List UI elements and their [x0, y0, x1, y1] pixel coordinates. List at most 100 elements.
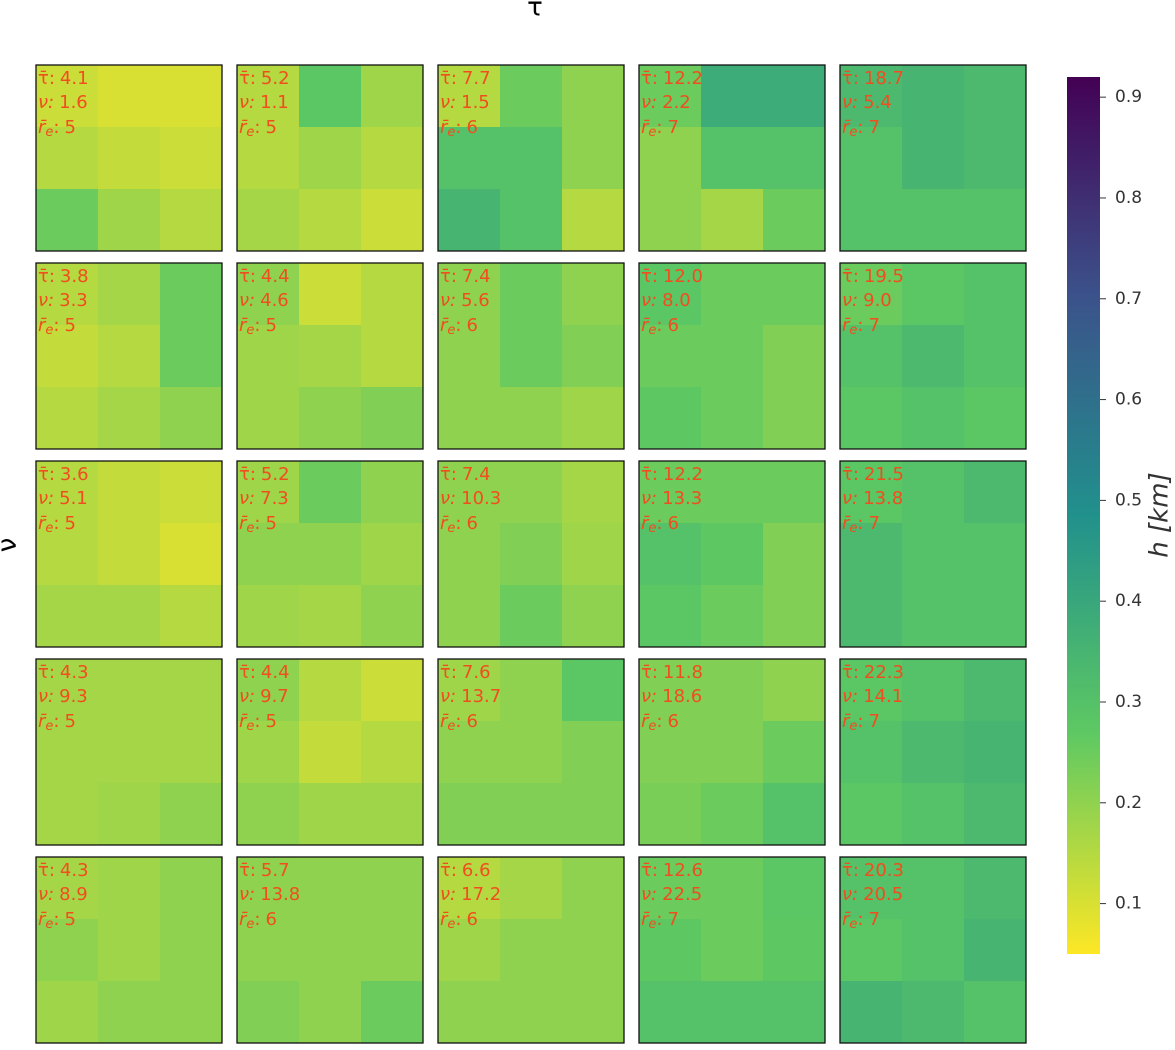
heatmap-cell — [237, 919, 300, 982]
heatmap-cell — [237, 189, 300, 252]
heatmap-cell — [639, 461, 702, 524]
panel-frame — [839, 262, 1027, 450]
annotation-subscript: e — [648, 917, 656, 932]
heatmap-cell — [840, 65, 903, 128]
annotation-label: : — [656, 315, 662, 336]
heatmap-cell — [98, 263, 161, 326]
annotation-value: 5.2 — [261, 68, 290, 89]
annotation-label: ν: — [440, 686, 456, 707]
annotation-value: 1.1 — [260, 92, 289, 113]
heatmap-cell — [964, 585, 1027, 648]
annotation-label: : — [254, 711, 260, 732]
heatmap-cell — [840, 387, 903, 450]
annotation-re: r̄e: 6 — [440, 711, 478, 734]
annotation-nu: ν: 4.6 — [239, 290, 289, 311]
heatmap-cell — [562, 325, 625, 388]
annotation-re: r̄e: 6 — [641, 711, 679, 734]
heatmap-cell — [361, 919, 424, 982]
colorbar-label: h [km] — [1145, 472, 1175, 557]
heatmap-cell — [902, 325, 965, 388]
heatmap-cell — [562, 127, 625, 190]
annotation-label: τ̄: — [440, 464, 457, 485]
annotation-label: r̄ — [239, 909, 248, 930]
annotation-tau: τ̄: 12.0 — [641, 266, 703, 287]
heatmap-cell — [438, 783, 501, 846]
annotation-subscript: e — [246, 323, 254, 338]
heatmap-cell — [840, 721, 903, 784]
heatmap-cell — [902, 857, 965, 920]
heatmap-cell — [701, 387, 764, 450]
annotation-value: 12.2 — [663, 68, 703, 89]
annotation-label: r̄ — [842, 513, 851, 534]
annotation-label: : — [53, 909, 59, 930]
heatmap-cell — [98, 523, 161, 586]
annotation-label: ν: — [641, 884, 657, 905]
annotation-tau: τ̄: 12.6 — [641, 860, 703, 881]
panel-frame — [638, 262, 826, 450]
annotation-label: ν: — [239, 488, 255, 509]
annotation-subscript: e — [246, 917, 254, 932]
annotation-label: ν: — [38, 884, 54, 905]
annotation-label: r̄ — [239, 315, 248, 336]
annotation-nu: ν: 9.0 — [842, 290, 892, 311]
annotation-label: ν: — [641, 686, 657, 707]
heatmap-cell — [840, 659, 903, 722]
heatmap-cell — [36, 263, 99, 326]
heatmap-cell — [763, 981, 826, 1044]
annotation-value: 5 — [265, 117, 276, 138]
heatmap-cell — [438, 919, 501, 982]
annotation-label: : — [254, 117, 260, 138]
heatmap-cell — [361, 783, 424, 846]
heatmap-cell — [840, 127, 903, 190]
annotation-label: ν: — [38, 290, 54, 311]
annotation-nu: ν: 13.3 — [641, 488, 702, 509]
heatmap-cell — [36, 387, 99, 450]
annotation-value: 4.3 — [60, 860, 89, 881]
annotation-value: 13.7 — [461, 686, 501, 707]
heatmap-cell — [964, 857, 1027, 920]
annotation-value: 7.7 — [462, 68, 491, 89]
heatmap-cell — [36, 919, 99, 982]
annotation-label: ν: — [239, 92, 255, 113]
annotation-subscript: e — [648, 125, 656, 140]
heatmap-cell — [299, 857, 362, 920]
heatmap-cell — [237, 263, 300, 326]
panel-frame — [236, 658, 424, 846]
heatmap-cell — [36, 783, 99, 846]
annotation-label: τ̄: — [842, 662, 859, 683]
heatmap-cell — [36, 585, 99, 648]
annotation-tau: τ̄: 4.4 — [239, 266, 290, 287]
annotation-subscript: e — [648, 521, 656, 536]
heatmap-cell — [639, 189, 702, 252]
annotation-value: 14.1 — [863, 686, 903, 707]
heatmap-cell — [639, 659, 702, 722]
annotation-value: 7.4 — [462, 266, 491, 287]
annotation-value: 4.3 — [60, 662, 89, 683]
panel-frame — [236, 460, 424, 648]
annotation-tau: τ̄: 12.2 — [641, 68, 703, 89]
heatmap-cell — [299, 783, 362, 846]
annotation-label: ν: — [38, 92, 54, 113]
heatmap-cell — [964, 721, 1027, 784]
heatmap-cell — [98, 461, 161, 524]
heatmap-cell — [361, 461, 424, 524]
heatmap-cell — [438, 65, 501, 128]
annotation-label: ν: — [440, 884, 456, 905]
annotation-value: 5.4 — [863, 92, 892, 113]
annotation-value: 18.6 — [662, 686, 702, 707]
heatmap-cell — [701, 981, 764, 1044]
heatmap-cell — [361, 65, 424, 128]
annotation-label: ν: — [842, 884, 858, 905]
annotation-label: τ̄: — [440, 266, 457, 287]
annotation-value: 6 — [466, 513, 477, 534]
heatmap-cell — [361, 189, 424, 252]
annotation-subscript: e — [45, 917, 53, 932]
heatmap-cell — [840, 857, 903, 920]
heatmap-cell — [361, 585, 424, 648]
annotation-nu: ν: 7.3 — [239, 488, 289, 509]
annotation-tau: τ̄: 20.3 — [842, 860, 904, 881]
heatmap-cell — [500, 585, 563, 648]
annotation-tau: τ̄: 4.3 — [38, 662, 89, 683]
annotation-value: 7 — [868, 909, 879, 930]
heatmap-cell — [639, 585, 702, 648]
